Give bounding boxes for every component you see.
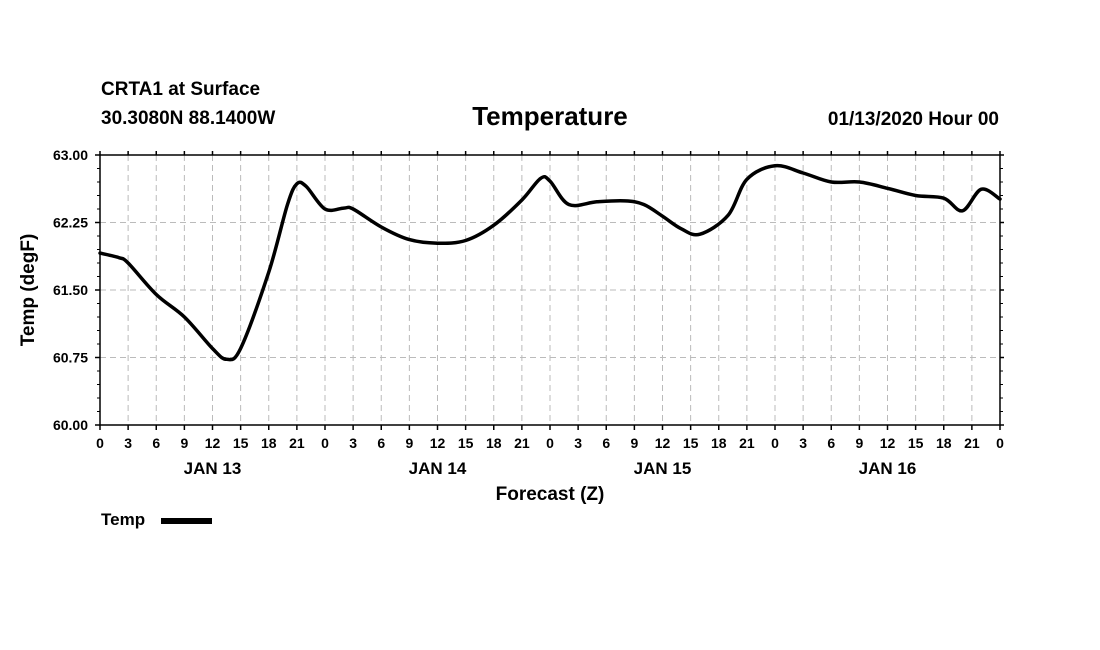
x-tick-label: 12 — [655, 435, 671, 451]
x-tick-label: 0 — [546, 435, 554, 451]
x-tick-label: 21 — [964, 435, 980, 451]
x-tick-label: 3 — [799, 435, 807, 451]
x-tick-label: 3 — [574, 435, 582, 451]
x-tick-label: 12 — [430, 435, 446, 451]
x-tick-label: 21 — [739, 435, 755, 451]
x-tick-label: 15 — [458, 435, 474, 451]
x-tick-label: 15 — [908, 435, 924, 451]
day-label: JAN 14 — [409, 459, 467, 478]
day-labels: JAN 13 JAN 14 JAN 15 JAN 16 — [184, 459, 917, 478]
x-tick-label: 18 — [936, 435, 952, 451]
y-tick-labels: 60.00 60.75 61.50 62.25 63.00 — [53, 147, 88, 433]
x-tick-label: 3 — [349, 435, 357, 451]
y-axis-title: Temp (degF) — [18, 234, 39, 347]
chart-title: Temperature — [472, 101, 628, 131]
day-label: JAN 13 — [184, 459, 242, 478]
y-tick-label: 60.00 — [53, 417, 88, 433]
location-label: 30.3080N 88.1400W — [101, 108, 275, 129]
y-tick-label: 62.25 — [53, 215, 88, 231]
x-tick-label: 6 — [152, 435, 160, 451]
x-tick-label: 21 — [514, 435, 530, 451]
x-tick-label: 12 — [205, 435, 221, 451]
grid-lines — [100, 155, 1000, 425]
legend-label: Temp — [101, 510, 145, 529]
x-tick-label: 0 — [96, 435, 104, 451]
x-tick-label: 6 — [377, 435, 385, 451]
y-tick-label: 61.50 — [53, 282, 88, 298]
x-tick-label: 6 — [602, 435, 610, 451]
x-axis-title: Forecast (Z) — [496, 484, 605, 505]
plot-frame — [99, 154, 1001, 426]
x-tick-label: 9 — [630, 435, 638, 451]
series-layer — [98, 163, 1002, 362]
x-tick-label: 15 — [683, 435, 699, 451]
x-tick-label: 21 — [289, 435, 305, 451]
x-tick-label: 3 — [124, 435, 132, 451]
x-tick-label: 15 — [233, 435, 249, 451]
datetime-label: 01/13/2020 Hour 00 — [828, 109, 999, 130]
legend: Temp — [101, 510, 212, 529]
y-tick-label: 60.75 — [53, 350, 88, 366]
x-tick-label: 9 — [180, 435, 188, 451]
x-tick-label: 0 — [996, 435, 1004, 451]
temp-series-line — [98, 163, 1002, 362]
y-tick-label: 63.00 — [53, 147, 88, 163]
x-tick-label: 9 — [405, 435, 413, 451]
x-tick-labels: 0 3 6 9 12 15 18 21 0 3 6 9 12 15 18 21 0 3 6 9 12 15 18 21 0 3 6 9… — [96, 435, 1004, 451]
x-tick-label: 9 — [855, 435, 863, 451]
station-label: CRTA1 at Surface — [101, 79, 260, 100]
x-tick-label: 6 — [827, 435, 835, 451]
day-label: JAN 15 — [634, 459, 692, 478]
x-tick-label: 12 — [880, 435, 896, 451]
x-tick-label: 0 — [771, 435, 779, 451]
x-tick-label: 0 — [321, 435, 329, 451]
x-tick-label: 18 — [261, 435, 277, 451]
day-label: JAN 16 — [859, 459, 917, 478]
x-tick-label: 18 — [486, 435, 502, 451]
x-tick-label: 18 — [711, 435, 727, 451]
